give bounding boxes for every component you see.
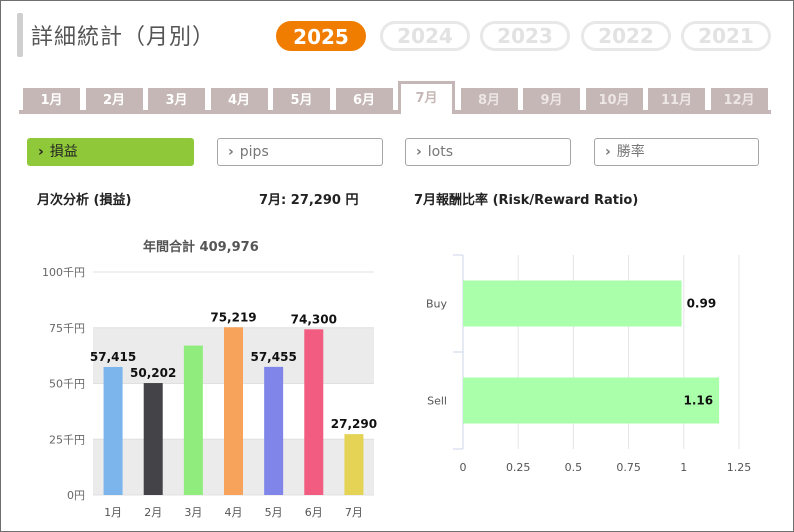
metric-1-button[interactable]: › 損益 <box>27 138 194 166</box>
chevron-right-icon: › <box>38 144 44 160</box>
chevron-right-icon: › <box>228 144 234 160</box>
metric-label: 損益 <box>49 144 78 160</box>
risk-reward-chart: 0 0.25 0.5 0.75 1 1.25 Buy 0.99 Sell 1.16 <box>426 254 752 474</box>
month-tab-4[interactable]: 4月 <box>210 88 268 112</box>
x-tick-label: 0.5 <box>565 461 583 474</box>
chevron-right-icon: › <box>416 144 422 160</box>
category-label: Buy <box>426 298 448 311</box>
bar <box>224 327 243 495</box>
page-title: 詳細統計（月別） <box>31 25 216 50</box>
month-tab-8[interactable]: 8月 <box>460 88 518 112</box>
x-tick-label: 1 <box>680 461 687 474</box>
data-label: 50,202 <box>130 366 176 380</box>
x-tick-label: 7月 <box>345 506 363 519</box>
x-tick-label: 1月 <box>104 506 122 519</box>
y-tick-label: 25千円 <box>49 433 85 446</box>
data-label: 1.16 <box>684 394 714 408</box>
month-tab-10[interactable]: 10月 <box>585 88 643 112</box>
data-label: 27,290 <box>331 417 377 431</box>
x-tick-label: 1.25 <box>727 461 752 474</box>
metric-3-button[interactable]: › lots <box>405 138 571 166</box>
data-label: 57,455 <box>250 350 296 364</box>
bar <box>304 329 324 495</box>
risk-reward-title: 7月報酬比率 (Risk/Reward Ratio) <box>414 193 639 208</box>
month-tab-5[interactable]: 5月 <box>273 88 330 112</box>
annual-total-label: 年間合計 409,976 <box>143 240 259 255</box>
year-2023-button[interactable]: 2023 <box>480 21 570 51</box>
month-summary: 7月: 27,290 円 <box>259 193 359 208</box>
bar <box>463 280 682 327</box>
month-tab-12[interactable]: 12月 <box>710 88 768 112</box>
x-tick-label: 5月 <box>265 506 283 519</box>
y-tick-label: 0円 <box>67 489 85 502</box>
metric-label: lots <box>427 144 454 160</box>
year-2025-button[interactable]: 2025 <box>276 21 366 51</box>
bar <box>463 377 720 424</box>
y-tick-label: 100千円 <box>42 266 85 279</box>
year-2022-button[interactable]: 2022 <box>581 21 671 51</box>
x-tick-label: 6月 <box>305 506 323 519</box>
month-tab-6[interactable]: 6月 <box>335 88 393 112</box>
bar <box>344 434 364 495</box>
monthly-analysis-title: 月次分析 (損益) <box>37 193 132 208</box>
year-2021-button[interactable]: 2021 <box>681 21 771 51</box>
metric-4-button[interactable]: › 勝率 <box>594 138 759 166</box>
monthly-pnl-chart: 0円 25千円 50千円 75千円 100千円 57,415 1月 50,202 2月 3月 75,… <box>42 266 377 519</box>
x-tick-label: 0.25 <box>506 461 531 474</box>
month-tab-3[interactable]: 3月 <box>148 88 205 112</box>
bar <box>183 345 203 495</box>
bar <box>264 366 284 495</box>
chevron-right-icon: › <box>605 144 611 160</box>
month-tab-9[interactable]: 9月 <box>523 88 580 112</box>
metric-2-button[interactable]: › pips <box>217 138 383 166</box>
month-tabs-baseline <box>19 110 771 114</box>
y-tick-label: 75千円 <box>49 322 85 335</box>
month-tab-11[interactable]: 11月 <box>648 88 705 112</box>
category-label: Sell <box>427 395 447 408</box>
month-tab-2[interactable]: 2月 <box>85 88 143 112</box>
title-accent-bar <box>17 13 23 57</box>
x-tick-label: 2月 <box>144 506 162 519</box>
data-label: 74,300 <box>291 312 337 326</box>
bar <box>103 366 123 495</box>
x-tick-label: 3月 <box>184 506 202 519</box>
data-label: 75,219 <box>210 310 256 324</box>
bar <box>143 383 163 495</box>
month-tab-1[interactable]: 1月 <box>23 88 80 112</box>
x-tick-label: 4月 <box>225 506 243 519</box>
x-tick-label: 0 <box>460 461 467 474</box>
month-tab-7[interactable]: 7月 <box>398 81 455 114</box>
x-tick-label: 0.75 <box>616 461 641 474</box>
metric-label: pips <box>239 144 269 160</box>
data-label: 0.99 <box>687 297 717 311</box>
year-2024-button[interactable]: 2024 <box>380 21 470 51</box>
data-label: 57,415 <box>90 350 136 364</box>
metric-label: 勝率 <box>616 144 645 160</box>
y-tick-label: 50千円 <box>49 378 85 391</box>
